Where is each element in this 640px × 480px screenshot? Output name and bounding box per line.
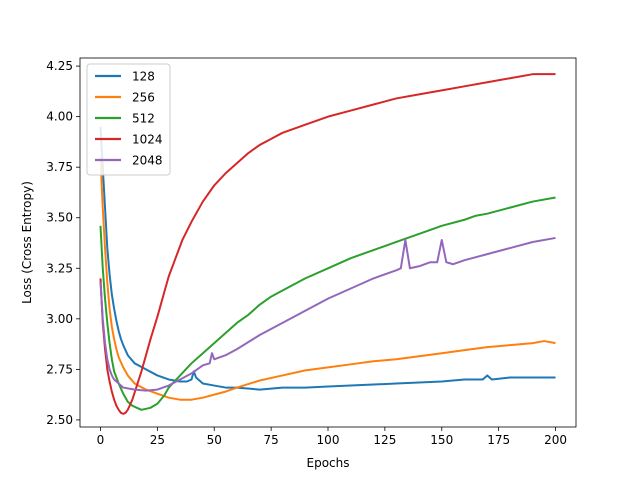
series-line-512 [99,196,556,411]
x-tick-label: 100 [317,433,340,447]
legend-label: 1024 [132,133,163,147]
legend-box [86,63,171,176]
series-line-256 [99,157,556,401]
y-tick-label: 4.25 [46,59,73,73]
series-line-2048 [99,236,556,392]
legend-label: 128 [132,70,155,84]
series-layer [99,73,556,415]
y-axis: 2.50 2.75 3.00 3.25 3.50 3.75 4.00 4.25 [46,59,80,427]
y-tick-label: 2.50 [46,413,73,427]
x-tick-label: 200 [544,433,567,447]
y-tick-label: 4.00 [46,110,73,124]
y-tick-label: 3.75 [46,160,73,174]
x-axis-label: Epochs [307,456,350,470]
x-tick-label: 25 [150,433,165,447]
x-tick-label: 150 [430,433,453,447]
x-axis: 0 25 50 75 100 125 150 175 200 [97,427,567,447]
y-tick-label: 3.25 [46,261,73,275]
y-tick-label: 2.75 [46,362,73,376]
series-line-1024 [99,73,556,415]
y-tick-label: 3.00 [46,312,73,326]
x-tick-label: 0 [97,433,105,447]
y-axis-label: Loss (Cross Entropy) [20,181,34,304]
legend-label: 2048 [132,154,163,168]
x-tick-label: 50 [207,433,222,447]
legend-label: 256 [132,91,155,105]
y-tick-label: 3.50 [46,211,73,225]
legend: 128 256 512 1024 2048 [86,63,171,176]
series-line-128 [99,126,556,391]
x-tick-label: 175 [487,433,510,447]
x-tick-label: 125 [373,433,396,447]
x-tick-label: 75 [263,433,278,447]
legend-label: 512 [132,112,155,126]
